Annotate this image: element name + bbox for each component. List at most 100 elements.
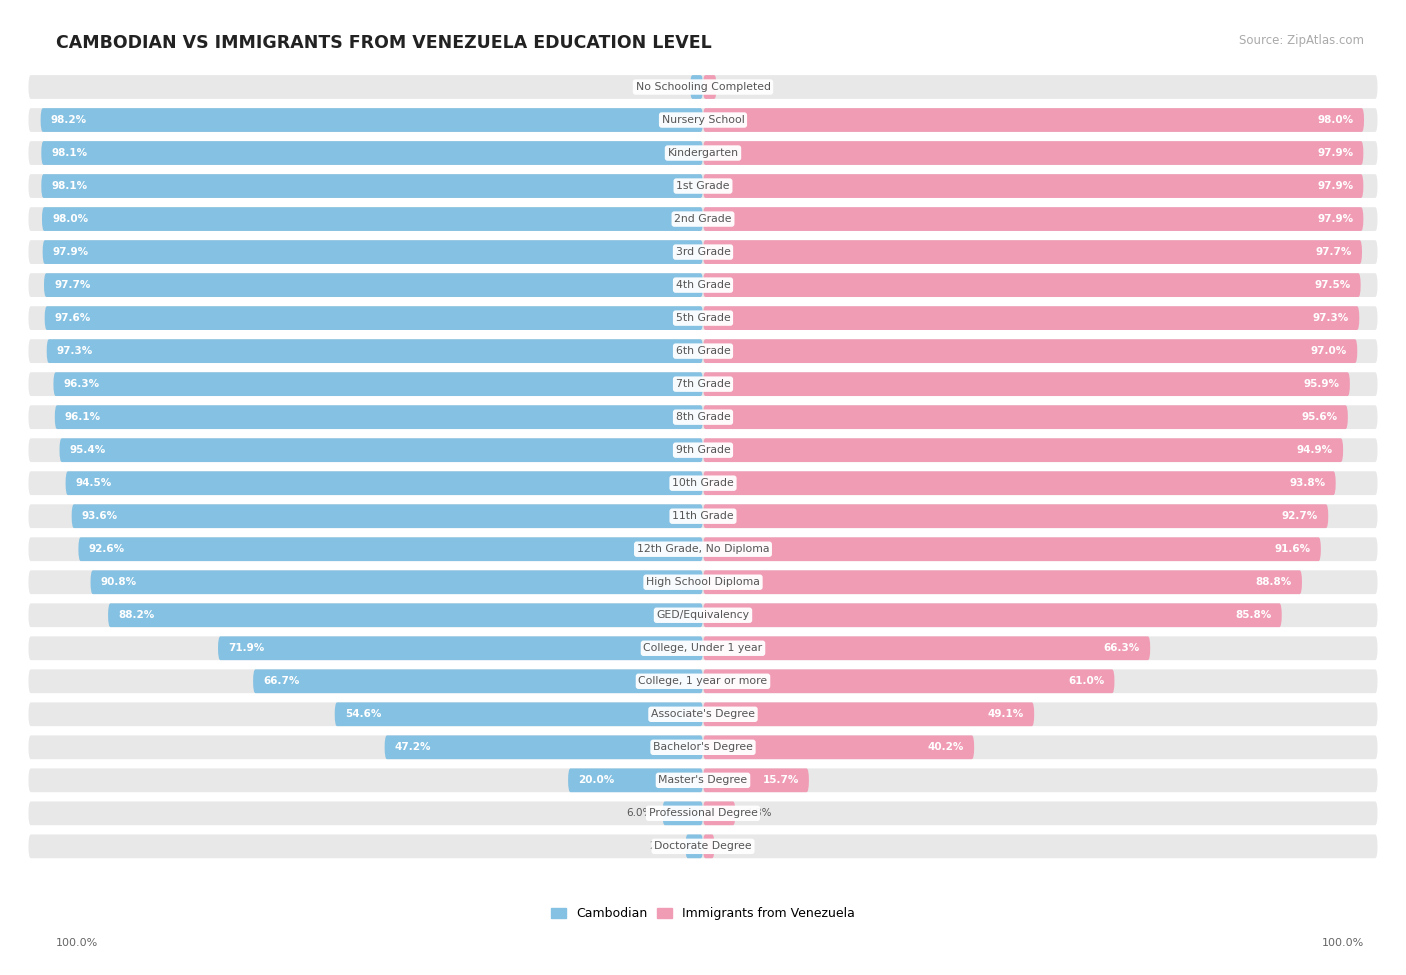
Text: No Schooling Completed: No Schooling Completed — [636, 82, 770, 92]
Text: 92.7%: 92.7% — [1282, 511, 1319, 522]
FancyBboxPatch shape — [28, 670, 1378, 693]
Text: 97.3%: 97.3% — [56, 346, 93, 356]
Text: 85.8%: 85.8% — [1236, 610, 1271, 620]
Text: 97.3%: 97.3% — [1313, 313, 1350, 323]
Text: 9th Grade: 9th Grade — [676, 446, 730, 455]
Text: 98.0%: 98.0% — [52, 214, 89, 224]
Text: 98.1%: 98.1% — [52, 148, 87, 158]
Text: 88.2%: 88.2% — [118, 610, 155, 620]
Text: 6.0%: 6.0% — [626, 808, 652, 818]
FancyBboxPatch shape — [686, 835, 703, 858]
FancyBboxPatch shape — [28, 637, 1378, 660]
Text: 90.8%: 90.8% — [101, 577, 136, 587]
FancyBboxPatch shape — [703, 273, 1361, 297]
FancyBboxPatch shape — [703, 372, 1350, 396]
Text: 1st Grade: 1st Grade — [676, 181, 730, 191]
FancyBboxPatch shape — [28, 604, 1378, 627]
Text: 93.8%: 93.8% — [1289, 478, 1326, 488]
Text: 8th Grade: 8th Grade — [676, 412, 730, 422]
Text: 71.9%: 71.9% — [228, 644, 264, 653]
Text: 40.2%: 40.2% — [928, 742, 965, 753]
Text: 97.9%: 97.9% — [1317, 214, 1353, 224]
FancyBboxPatch shape — [703, 339, 1357, 363]
Text: 95.6%: 95.6% — [1302, 412, 1337, 422]
Text: 97.9%: 97.9% — [1317, 148, 1353, 158]
FancyBboxPatch shape — [703, 702, 1035, 726]
Text: 100.0%: 100.0% — [1322, 938, 1364, 948]
FancyBboxPatch shape — [703, 570, 1302, 594]
Text: Associate's Degree: Associate's Degree — [651, 709, 755, 720]
FancyBboxPatch shape — [703, 240, 1362, 264]
Text: 66.7%: 66.7% — [263, 677, 299, 686]
FancyBboxPatch shape — [28, 406, 1378, 429]
FancyBboxPatch shape — [28, 207, 1378, 231]
FancyBboxPatch shape — [703, 768, 808, 793]
FancyBboxPatch shape — [28, 768, 1378, 793]
Text: 4th Grade: 4th Grade — [676, 280, 730, 291]
FancyBboxPatch shape — [28, 537, 1378, 561]
Text: 92.6%: 92.6% — [89, 544, 125, 554]
FancyBboxPatch shape — [28, 372, 1378, 396]
Text: 5th Grade: 5th Grade — [676, 313, 730, 323]
FancyBboxPatch shape — [703, 207, 1364, 231]
FancyBboxPatch shape — [41, 108, 703, 132]
Text: 20.0%: 20.0% — [578, 775, 614, 785]
FancyBboxPatch shape — [703, 141, 1364, 165]
FancyBboxPatch shape — [28, 306, 1378, 330]
FancyBboxPatch shape — [703, 670, 1115, 693]
Text: 12th Grade, No Diploma: 12th Grade, No Diploma — [637, 544, 769, 554]
Text: 1.7%: 1.7% — [724, 841, 751, 851]
FancyBboxPatch shape — [66, 471, 703, 495]
Text: 97.7%: 97.7% — [1316, 247, 1353, 257]
Text: 96.1%: 96.1% — [65, 412, 101, 422]
FancyBboxPatch shape — [28, 108, 1378, 132]
FancyBboxPatch shape — [90, 570, 703, 594]
Text: 2.0%: 2.0% — [727, 82, 754, 92]
Text: 93.6%: 93.6% — [82, 511, 118, 522]
Text: 97.6%: 97.6% — [55, 313, 91, 323]
FancyBboxPatch shape — [28, 504, 1378, 528]
FancyBboxPatch shape — [45, 306, 703, 330]
FancyBboxPatch shape — [662, 801, 703, 825]
FancyBboxPatch shape — [690, 75, 703, 98]
FancyBboxPatch shape — [253, 670, 703, 693]
FancyBboxPatch shape — [703, 471, 1336, 495]
Text: 97.9%: 97.9% — [1317, 181, 1353, 191]
FancyBboxPatch shape — [703, 75, 717, 98]
Legend: Cambodian, Immigrants from Venezuela: Cambodian, Immigrants from Venezuela — [546, 903, 860, 925]
FancyBboxPatch shape — [42, 207, 703, 231]
Text: 95.4%: 95.4% — [70, 446, 105, 455]
FancyBboxPatch shape — [108, 604, 703, 627]
Text: 97.7%: 97.7% — [53, 280, 90, 291]
FancyBboxPatch shape — [41, 141, 703, 165]
Text: College, 1 year or more: College, 1 year or more — [638, 677, 768, 686]
Text: 98.1%: 98.1% — [52, 181, 87, 191]
Text: Professional Degree: Professional Degree — [648, 808, 758, 818]
FancyBboxPatch shape — [28, 141, 1378, 165]
Text: 11th Grade: 11th Grade — [672, 511, 734, 522]
FancyBboxPatch shape — [703, 637, 1150, 660]
FancyBboxPatch shape — [703, 108, 1364, 132]
FancyBboxPatch shape — [703, 504, 1329, 528]
Text: 97.9%: 97.9% — [53, 247, 89, 257]
Text: 10th Grade: 10th Grade — [672, 478, 734, 488]
Text: 94.9%: 94.9% — [1296, 446, 1333, 455]
Text: 66.3%: 66.3% — [1104, 644, 1140, 653]
Text: 61.0%: 61.0% — [1069, 677, 1104, 686]
FancyBboxPatch shape — [385, 735, 703, 760]
Text: 98.0%: 98.0% — [1317, 115, 1354, 125]
Text: 96.3%: 96.3% — [63, 379, 100, 389]
FancyBboxPatch shape — [703, 735, 974, 760]
FancyBboxPatch shape — [703, 604, 1282, 627]
Text: 6th Grade: 6th Grade — [676, 346, 730, 356]
FancyBboxPatch shape — [59, 439, 703, 462]
Text: 91.6%: 91.6% — [1275, 544, 1310, 554]
Text: High School Diploma: High School Diploma — [647, 577, 759, 587]
Text: 7th Grade: 7th Grade — [676, 379, 730, 389]
FancyBboxPatch shape — [44, 273, 703, 297]
Text: 47.2%: 47.2% — [395, 742, 432, 753]
FancyBboxPatch shape — [41, 175, 703, 198]
Text: CAMBODIAN VS IMMIGRANTS FROM VENEZUELA EDUCATION LEVEL: CAMBODIAN VS IMMIGRANTS FROM VENEZUELA E… — [56, 34, 711, 52]
Text: 97.0%: 97.0% — [1310, 346, 1347, 356]
Text: 2.6%: 2.6% — [648, 841, 675, 851]
